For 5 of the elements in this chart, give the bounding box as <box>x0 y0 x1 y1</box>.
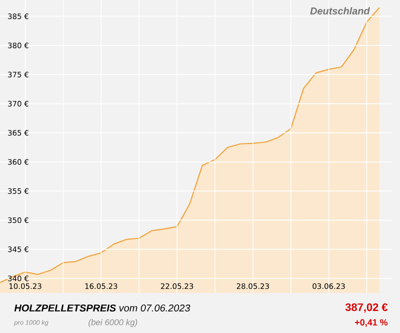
text: (bei 6000 kg) <box>88 319 138 327</box>
text: +0,41 % <box>355 319 388 327</box>
text: HOLZPELLETSPREIS vom 07.06.2023 <box>14 304 190 312</box>
text: 387,02 € <box>345 303 388 313</box>
annotation: Deutschland <box>310 7 370 15</box>
